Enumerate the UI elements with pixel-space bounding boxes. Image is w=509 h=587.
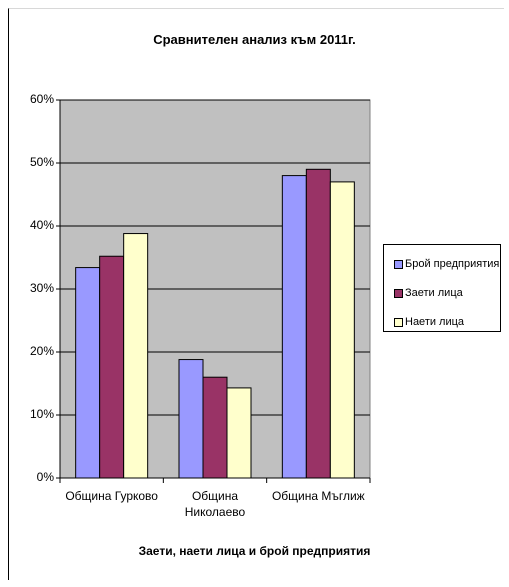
legend-swatch [394,288,403,298]
legend-label: Заети лица [405,287,463,299]
x-category-label: Община Мъглиж [267,488,370,504]
x-category-label: Община Николаево [163,488,266,520]
bar [75,267,101,479]
bar [226,387,252,479]
chart-title: Сравнителен анализ към 2011г. [153,32,356,47]
y-tick-label: 40% [29,218,54,232]
x-category-label-line: Николаево [184,505,246,519]
bar [202,376,228,479]
bar [99,255,125,479]
legend-swatch [394,317,403,327]
legend-label: Брой предприятия [405,258,500,270]
x-axis-title: Заети, наети лица и брой предприятия [138,544,371,558]
legend-item: Наети лица [394,315,464,329]
y-tick-label: 60% [29,92,54,106]
y-tick-label: 50% [29,155,54,169]
x-category-label-line: Община Мъглиж [271,489,365,503]
y-tick-label: 0% [36,470,54,484]
bar [305,168,331,479]
chart-frame [8,8,504,580]
legend: Брой предприятия Заети лица Наети лица [383,244,501,332]
bar [178,359,204,479]
y-tick-label: 30% [29,281,54,295]
bar [329,181,355,479]
legend-swatch [394,259,403,269]
legend-label: Наети лица [405,316,465,328]
y-tick-label: 10% [29,407,54,421]
x-category-label: Община Гурково [60,488,163,504]
x-category-label-line: Община Гурково [65,489,158,503]
legend-item: Брой предприятия [394,257,499,271]
x-category-label-line: Община [191,489,239,503]
legend-item: Заети лица [394,286,463,300]
bar [123,233,149,479]
bar [281,175,307,479]
y-tick-label: 20% [29,344,54,358]
